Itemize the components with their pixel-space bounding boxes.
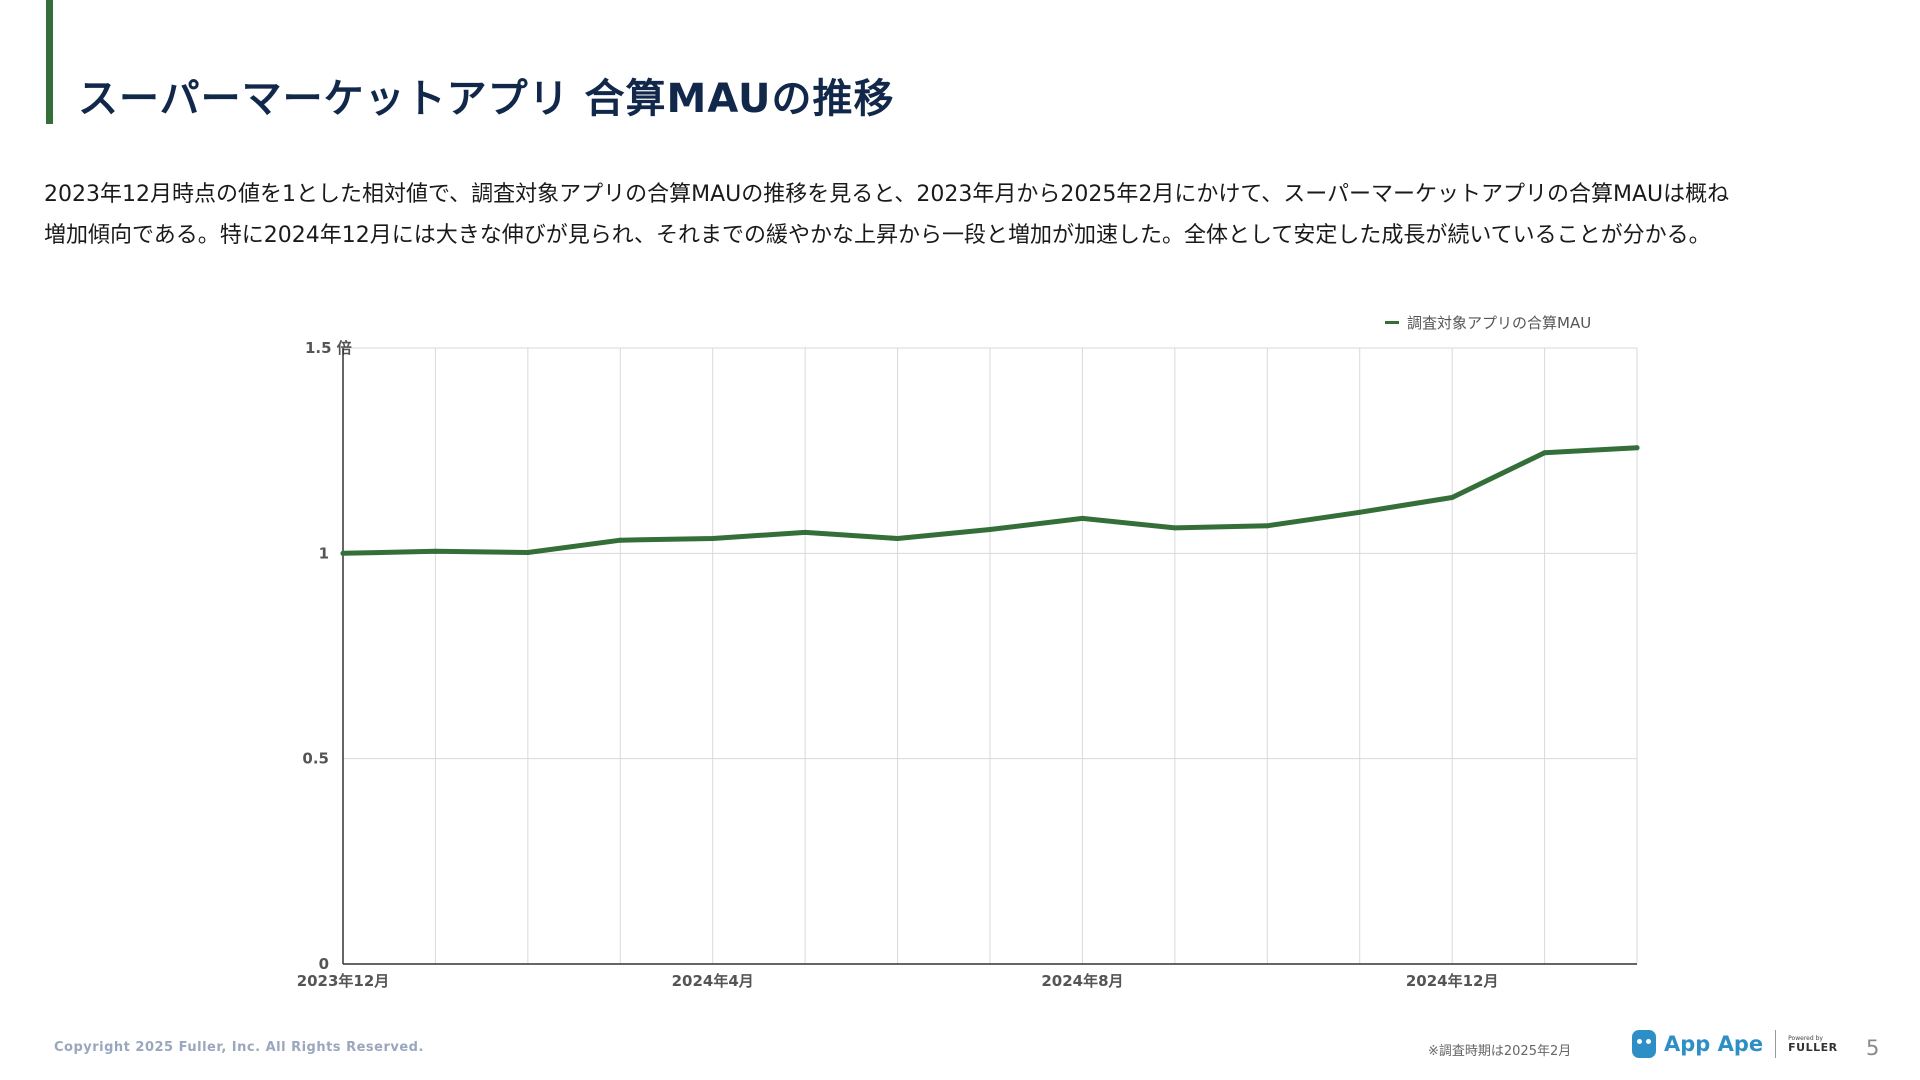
data-point <box>895 536 901 542</box>
chart-svg: 0 0.5 1 1.5 倍 2023年12月 2024年4月 2024年8月 2024年12月 <box>297 339 1640 990</box>
chart: 調査対象アプリの合算MAU 0 0.5 1 1.5 倍 2023年12月 2024年4月 2… <box>0 300 1920 1000</box>
chart-legend: 調査対象アプリの合算MAU <box>1385 312 1591 333</box>
y-tick-label: 1.5 倍 <box>305 339 352 357</box>
data-point <box>617 537 623 543</box>
description-line-1: 2023年12月時点の値を1とした相対値で、調査対象アプリの合算MAUの推移を見… <box>44 182 1730 207</box>
data-point <box>432 548 438 554</box>
data-point <box>1357 509 1363 515</box>
data-point <box>340 550 346 556</box>
description: 2023年12月時点の値を1とした相対値で、調査対象アプリの合算MAUの推移を見… <box>44 174 1884 256</box>
data-point <box>1079 515 1085 521</box>
data-point <box>1172 525 1178 531</box>
description-line-2: 増加傾向である。特に2024年12月には大きな伸びが見られ、それまでの緩やかな上… <box>44 223 1711 248</box>
x-tick-label: 2024年12月 <box>1406 972 1499 990</box>
data-point <box>1449 494 1455 500</box>
app-ape-icon <box>1632 1030 1656 1058</box>
x-tick-label: 2024年8月 <box>1041 972 1123 990</box>
y-tick-label: 1 <box>319 544 329 562</box>
y-tick-label: 0 <box>319 955 329 973</box>
title-accent-bar <box>46 0 53 124</box>
data-point <box>987 527 993 533</box>
legend-swatch <box>1385 321 1399 324</box>
data-point <box>710 536 716 542</box>
copyright: Copyright 2025 Fuller, Inc. All Rights R… <box>54 1040 424 1055</box>
brand-divider <box>1775 1030 1777 1058</box>
powered-by: Powered by FULLER <box>1788 1034 1838 1054</box>
data-point <box>1634 445 1640 451</box>
page-title: スーパーマーケットアプリ 合算MAUの推移 <box>78 76 895 122</box>
legend-label: 調査対象アプリの合算MAU <box>1407 314 1592 332</box>
x-tick-label: 2024年4月 <box>672 972 754 990</box>
data-point <box>525 550 531 556</box>
data-point <box>802 529 808 535</box>
brand-name: App Ape <box>1664 1032 1764 1056</box>
data-point <box>1264 523 1270 529</box>
partner-name: FULLER <box>1788 1040 1838 1054</box>
powered-by-label: Powered by <box>1788 1034 1823 1042</box>
x-tick-label: 2023年12月 <box>297 972 390 990</box>
brand-logo: App Ape Powered by FULLER <box>1632 1030 1838 1058</box>
y-tick-label: 0.5 <box>302 750 329 768</box>
data-point <box>1542 450 1548 456</box>
page-number: 5 <box>1866 1036 1880 1060</box>
survey-note: ※調査時期は2025年2月 <box>1428 1044 1572 1059</box>
